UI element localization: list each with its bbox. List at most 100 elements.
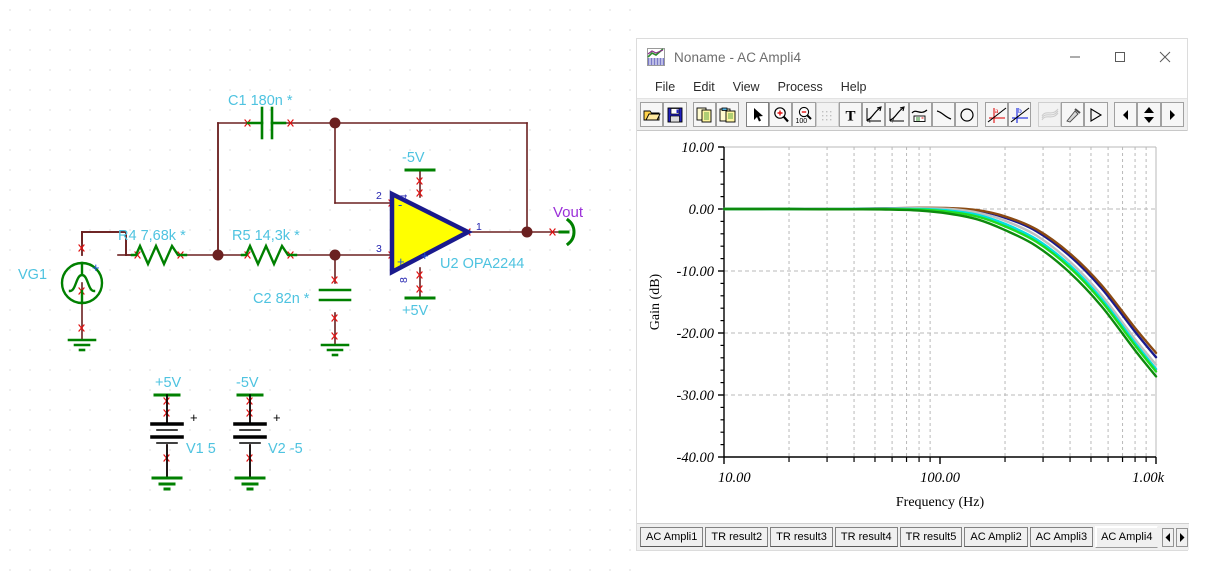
tab-tr-result3[interactable]: TR result3 (770, 527, 833, 547)
svg-text:10.00: 10.00 (718, 470, 751, 486)
grid-icon[interactable] (815, 102, 839, 127)
menubar[interactable]: File Edit View Process Help (637, 75, 1187, 99)
menu-process[interactable]: Process (777, 79, 823, 94)
close-icon[interactable] (1142, 39, 1187, 75)
label-v2-net: -5V (236, 375, 259, 391)
v1-plus-mark: + (190, 410, 198, 425)
svg-text:a: a (995, 106, 999, 115)
chart-ticks (718, 146, 1157, 464)
svg-text:1.00k: 1.00k (1132, 470, 1164, 486)
label-minus5v-top: -5V (402, 150, 425, 166)
menu-help[interactable]: Help (840, 79, 867, 94)
opamp-pin-2: 2 (376, 190, 382, 202)
ground-vg1 (67, 338, 97, 352)
menu-edit[interactable]: Edit (693, 79, 715, 94)
label-vg1: VG1 (18, 267, 47, 283)
chart-series (722, 206, 1158, 378)
component-r5[interactable] (240, 243, 298, 267)
paste-icon[interactable] (716, 102, 740, 127)
zoom-in-icon[interactable] (769, 102, 793, 127)
line-tool-icon[interactable] (931, 102, 956, 127)
label-r4: R4 7,68k * (118, 228, 186, 244)
eyedropper-icon[interactable] (1061, 102, 1085, 127)
svg-text:?: ? (891, 117, 894, 124)
svg-text:-30.00: -30.00 (677, 388, 715, 404)
ellipse-tool-icon[interactable] (955, 102, 979, 127)
maximize-icon[interactable] (1097, 39, 1142, 75)
text-tool-icon[interactable]: T (838, 102, 863, 127)
svg-text:b: b (1018, 106, 1022, 115)
label-v2: V2 -5 (268, 441, 303, 457)
svg-text:0.00: 0.00 (689, 202, 715, 218)
component-c2[interactable] (318, 288, 352, 302)
svg-text:-40.00: -40.00 (677, 450, 715, 466)
schematic-canvas[interactable]: C1 180n * R4 7,68k * R5 14,3k * (0, 0, 636, 588)
menu-file[interactable]: File (655, 79, 676, 94)
opamp-pin-1: 1 (476, 221, 482, 233)
label-v1: V1 5 (186, 441, 216, 457)
tab-ac-ampli2[interactable]: AC Ampli2 (964, 527, 1028, 547)
ground-c2 (320, 343, 350, 357)
curve-query-icon[interactable]: ? (885, 102, 909, 127)
pointer-icon[interactable] (745, 102, 770, 127)
schematic-drawing: C1 180n * R4 7,68k * R5 14,3k * (18, 93, 584, 491)
toolbar[interactable]: 100 T (637, 99, 1187, 131)
tab-tr-result5[interactable]: TR result5 (899, 527, 963, 547)
chart-xlabel: Frequency (Hz) (896, 495, 985, 510)
nav-right-icon[interactable] (1160, 102, 1184, 127)
vg1-plus-mark: + (92, 260, 100, 275)
pin-markers (78, 119, 556, 462)
play-icon[interactable] (1084, 102, 1108, 127)
open-icon[interactable] (640, 102, 664, 127)
vout-terminal[interactable] (558, 217, 576, 247)
nav-updown-icon[interactable] (1137, 102, 1161, 127)
curve-tool-icon[interactable]: T (862, 102, 886, 127)
svg-text:100.00: 100.00 (920, 470, 961, 486)
chart-plot-area[interactable]: 10.00 0.00 -10.00 -20.00 -30.00 -40.00 10.00 10… (637, 131, 1189, 525)
window-controls (1052, 39, 1187, 75)
tab-tr-result4[interactable]: TR result4 (834, 527, 898, 547)
tab-tr-result2[interactable]: TR result2 (705, 527, 769, 547)
component-r4[interactable] (130, 243, 188, 267)
component-v1[interactable] (150, 393, 184, 491)
cursor-b-icon[interactable]: b (1008, 102, 1032, 127)
opamp-noninverting-mark: + (397, 254, 405, 269)
waves-icon[interactable] (1037, 102, 1062, 127)
junction-dots (212, 117, 533, 261)
menu-view[interactable]: View (732, 79, 760, 94)
opamp-pin-4: 4 (398, 194, 410, 200)
v2-plus-mark: + (273, 410, 281, 425)
label-vout: Vout (553, 204, 584, 221)
minimize-icon[interactable] (1052, 39, 1097, 75)
component-c1[interactable] (246, 106, 287, 140)
opamp-supply-rails (404, 168, 436, 300)
copy-icon[interactable] (692, 102, 717, 127)
simulation-window[interactable]: Noname - AC Ampli4 File Edit View Proces… (636, 38, 1189, 551)
tab-ac-ampli4[interactable]: AC Ampli4 (1095, 526, 1159, 548)
zoom-100-icon[interactable]: 100 (792, 102, 816, 127)
window-titlebar[interactable]: Noname - AC Ampli4 (637, 39, 1187, 75)
opamp-pin-3: 3 (376, 243, 382, 255)
label-plus5v-bottom: +5V (402, 303, 429, 319)
tab-scroll-left-icon[interactable] (1162, 527, 1175, 547)
cursor-a-icon[interactable]: a (984, 102, 1009, 127)
label-v1-net: +5V (155, 375, 182, 391)
component-v2[interactable] (233, 393, 267, 491)
legend-icon[interactable] (908, 102, 932, 127)
svg-text:-10.00: -10.00 (677, 264, 715, 280)
svg-text:10.00: 10.00 (681, 140, 714, 156)
opamp-inverting-mark: - (398, 197, 402, 212)
component-u2-opamp[interactable] (389, 190, 473, 276)
label-r5: R5 14,3k * (232, 228, 300, 244)
nav-left-icon[interactable] (1114, 102, 1138, 127)
component-vg1[interactable] (60, 261, 104, 305)
svg-text:-20.00: -20.00 (677, 326, 715, 342)
save-icon[interactable] (663, 102, 687, 127)
tab-ac-ampli1[interactable]: AC Ampli1 (640, 527, 704, 547)
label-c1: C1 180n * (228, 93, 293, 109)
label-c2: C2 82n * (253, 291, 310, 307)
tab-scroll-right-icon[interactable] (1176, 527, 1189, 547)
result-tabbar[interactable]: AC Ampli1 TR result2 TR result3 TR resul… (637, 523, 1189, 550)
tab-ac-ampli3[interactable]: AC Ampli3 (1029, 527, 1094, 547)
